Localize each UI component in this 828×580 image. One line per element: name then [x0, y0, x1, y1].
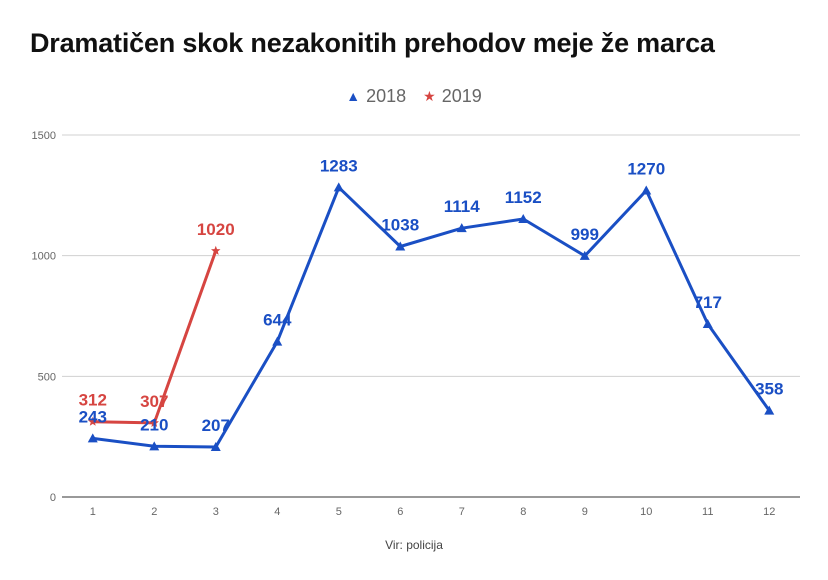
- data-label-2018: 717: [694, 293, 722, 312]
- data-point-2018: [702, 318, 713, 328]
- y-tick-label: 1500: [32, 130, 56, 142]
- data-point-2018: [518, 213, 529, 223]
- x-tick-label: 2: [151, 506, 157, 518]
- legend-label-2018: 2018: [366, 85, 407, 106]
- data-point-2018: [87, 433, 98, 443]
- chart-title: Dramatičen skok nezakonitih prehodov mej…: [30, 28, 715, 58]
- data-point-2019: [88, 416, 98, 426]
- data-label-2018: 358: [755, 380, 783, 399]
- data-label-2018: 999: [571, 225, 599, 244]
- x-tick-label: 8: [520, 506, 526, 518]
- data-label-2018: 210: [140, 415, 168, 434]
- data-label-2018: 243: [79, 407, 107, 426]
- y-tick-label: 1000: [32, 251, 56, 263]
- data-label-2018: 1152: [505, 188, 542, 207]
- x-tick-label: 5: [336, 506, 342, 518]
- legend-item-2018[interactable]: ▲ 2018: [346, 86, 406, 107]
- data-label-2019: 312: [79, 391, 107, 410]
- data-point-2019: [211, 245, 221, 255]
- y-tick-label: 0: [50, 492, 56, 504]
- x-tick-label: 10: [640, 506, 652, 518]
- series-line-2018: [92, 185, 771, 449]
- x-tick-label: 9: [582, 506, 588, 518]
- data-label-2018: 1283: [320, 156, 358, 175]
- x-tick-label: 12: [763, 506, 775, 518]
- x-tick-label: 11: [702, 506, 713, 518]
- data-label-2018: 207: [202, 416, 230, 435]
- x-tick-label: 3: [213, 506, 219, 518]
- data-label-2018: 1270: [627, 160, 665, 179]
- data-point-2019: [149, 417, 159, 427]
- source-note: Vir: policija: [385, 538, 443, 552]
- triangle-icon: ▲: [346, 88, 361, 104]
- data-label-2018: 644: [263, 311, 292, 330]
- legend: ▲ 2018 ★ 2019: [0, 85, 828, 107]
- data-label-2019: 1020: [197, 220, 235, 239]
- data-point-2018: [210, 442, 221, 452]
- data-point-2018: [764, 405, 775, 415]
- data-point-2018: [395, 241, 406, 251]
- legend-label-2019: 2019: [441, 86, 482, 106]
- data-point-2018: [579, 250, 590, 260]
- data-label-2019: 307: [140, 392, 168, 411]
- legend-item-2019[interactable]: ★ 2019: [423, 86, 482, 107]
- y-tick-label: 500: [38, 371, 56, 383]
- data-label-2018: 1038: [381, 215, 419, 234]
- x-tick-label: 7: [459, 506, 465, 518]
- data-point-2018: [333, 182, 344, 192]
- x-tick-label: 1: [90, 506, 96, 518]
- data-label-2018: 1114: [444, 197, 480, 216]
- x-tick-label: 4: [274, 506, 280, 518]
- data-point-2018: [456, 223, 467, 233]
- data-point-2018: [641, 185, 652, 195]
- data-point-2018: [272, 336, 283, 346]
- star-icon: ★: [423, 88, 436, 104]
- data-point-2018: [149, 441, 160, 451]
- x-tick-label: 6: [397, 506, 403, 518]
